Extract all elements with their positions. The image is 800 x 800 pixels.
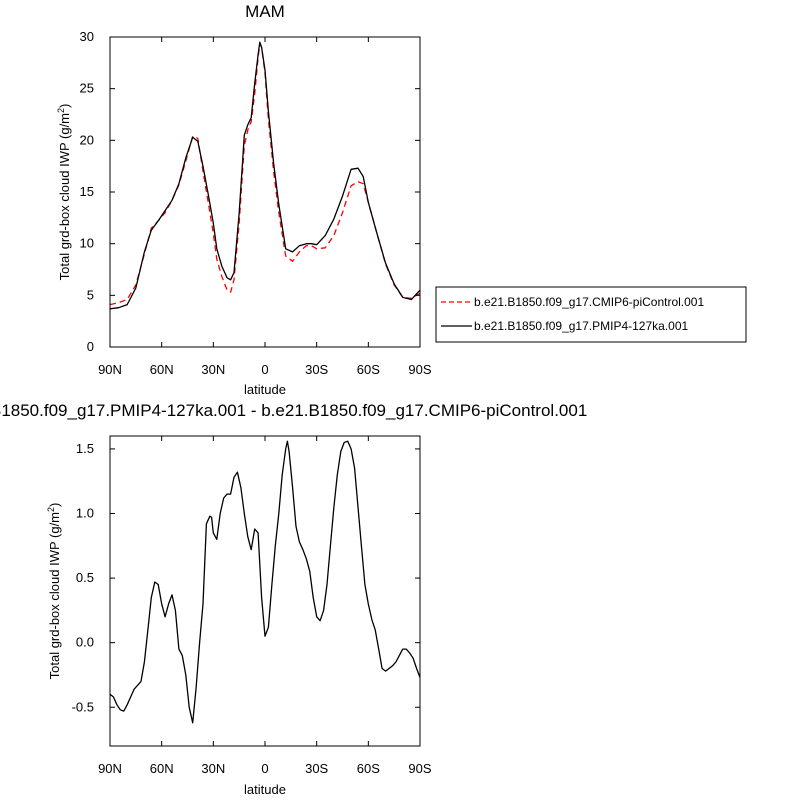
top-chart-y-label-superscript: 2 [56, 108, 66, 113]
bottom-chart-x-axis-label: latitude [244, 782, 286, 797]
bottom-chart-x-axis: 90N 60N 30N 0 30S 60S 90S [98, 436, 432, 776]
top-chart-y-tick-label: 5 [87, 287, 94, 302]
legend-label-127ka: b.e21.B1850.f09_g17.PMIP4-127ka.001 [474, 319, 688, 333]
top-chart-y-label-main: Total grd-box cloud IWP (g/m [57, 113, 72, 280]
top-chart-y-tick-label: 20 [80, 132, 94, 147]
top-chart-title: MAM [245, 2, 285, 21]
legend-box [435, 286, 747, 343]
top-chart-y-tick-label: 0 [87, 339, 94, 354]
top-chart-x-tick-label: 90S [408, 362, 431, 377]
bottom-chart-y-tick-label: 1.5 [76, 441, 94, 456]
top-chart-y-tick-label: 15 [80, 184, 94, 199]
top-chart-y-tick-label: 10 [80, 236, 94, 251]
bottom-chart-x-tick-label: 60N [150, 761, 174, 776]
bottom-chart-title: b.e21.B1850.f09_g17.PMIP4-127ka.001 - b.… [0, 401, 587, 420]
bottom-chart-x-tick-label: 30N [201, 761, 225, 776]
top-chart: MAM 0 5 10 15 20 25 30 90N 60N 30N 0 30S 60S 90S lat… [56, 2, 747, 397]
top-chart-plot-frame [109, 36, 421, 348]
top-chart-x-tick-label: 60S [357, 362, 380, 377]
top-chart-x-axis: 90N 60N 30N 0 30S 60S 90S [98, 37, 432, 377]
bottom-chart-y-tick-label: -0.5 [72, 699, 94, 714]
top-chart-y-axis-label: Total grd-box cloud IWP (g/m2) [56, 104, 72, 281]
bottom-chart-plot-frame [109, 435, 421, 747]
legend-label-picontrol: b.e21.B1850.f09_g17.CMIP6-piControl.001 [474, 295, 704, 309]
top-chart-y-axis: 0 5 10 15 20 25 30 [80, 29, 420, 354]
top-chart-y-label-close: ) [57, 104, 72, 108]
top-chart-x-tick-label: 0 [261, 362, 268, 377]
top-chart-x-tick-label: 60N [150, 362, 174, 377]
bottom-chart-x-tick-label: 0 [261, 761, 268, 776]
bottom-chart-x-tick-label: 30S [305, 761, 328, 776]
bottom-chart-y-label-main: Total grd-box cloud IWP (g/m [47, 512, 62, 679]
bottom-chart-x-tick-label: 90N [98, 761, 122, 776]
bottom-chart-y-axis-label: Total grd-box cloud IWP (g/m2) [46, 503, 62, 680]
bottom-chart-y-tick-label: 0.5 [76, 570, 94, 585]
bottom-chart-series [109, 440, 421, 724]
bottom-chart: b.e21.B1850.f09_g17.PMIP4-127ka.001 - b.… [0, 401, 587, 797]
bottom-chart-y-label-superscript: 2 [46, 507, 56, 512]
top-chart-series-line-1 [109, 41, 421, 310]
bottom-chart-y-label-close: ) [47, 503, 62, 507]
top-chart-y-tick-label: 25 [80, 81, 94, 96]
top-chart-y-tick-label: 30 [80, 29, 94, 44]
top-chart-x-tick-label: 90N [98, 362, 122, 377]
top-chart-x-tick-label: 30S [305, 362, 328, 377]
top-chart-x-tick-label: 30N [201, 362, 225, 377]
bottom-chart-y-tick-label: 1.0 [76, 506, 94, 521]
bottom-chart-x-tick-label: 60S [357, 761, 380, 776]
bottom-chart-x-tick-label: 90S [408, 761, 431, 776]
top-chart-legend: b.e21.B1850.f09_g17.CMIP6-piControl.001 … [435, 286, 747, 343]
bottom-chart-series-line-0 [109, 440, 421, 724]
top-chart-series-line-0 [109, 43, 421, 306]
top-chart-series [109, 41, 421, 310]
bottom-chart-y-axis: -0.5 0.0 0.5 1.0 1.5 [72, 441, 420, 714]
top-chart-x-axis-label: latitude [244, 382, 286, 397]
bottom-chart-y-tick-label: 0.0 [76, 635, 94, 650]
